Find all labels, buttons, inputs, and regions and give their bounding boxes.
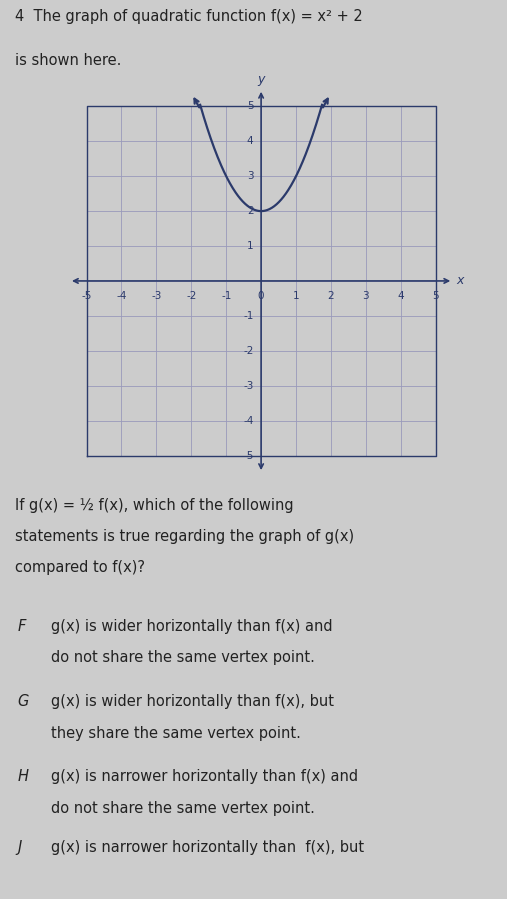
Text: -2: -2 (186, 291, 196, 301)
Text: 4  The graph of quadratic function f(x) = x² + 2: 4 The graph of quadratic function f(x) =… (15, 8, 363, 23)
Text: compared to f(x)?: compared to f(x)? (15, 560, 145, 575)
Text: 0: 0 (258, 291, 264, 301)
Text: 5: 5 (247, 102, 254, 111)
Text: F: F (18, 619, 26, 634)
Text: they share the same vertex point.: they share the same vertex point. (51, 725, 301, 741)
Text: y: y (258, 73, 265, 86)
Text: 1: 1 (293, 291, 299, 301)
Text: -3: -3 (243, 380, 254, 391)
Text: 2: 2 (328, 291, 334, 301)
Text: 4: 4 (247, 137, 254, 147)
Text: do not share the same vertex point.: do not share the same vertex point. (51, 801, 314, 815)
Text: 3: 3 (363, 291, 369, 301)
Text: 1: 1 (247, 241, 254, 251)
Text: -5: -5 (81, 291, 92, 301)
Text: g(x) is narrower horizontally than f(x) and: g(x) is narrower horizontally than f(x) … (51, 770, 358, 785)
Text: g(x) is narrower horizontally than  f(x), but: g(x) is narrower horizontally than f(x),… (51, 841, 364, 856)
Text: x: x (456, 274, 463, 288)
Text: G: G (18, 694, 29, 709)
Text: H: H (18, 770, 29, 785)
Text: J: J (18, 841, 22, 856)
Text: 5: 5 (432, 291, 439, 301)
Text: do not share the same vertex point.: do not share the same vertex point. (51, 650, 314, 665)
Text: -3: -3 (151, 291, 162, 301)
Text: -1: -1 (243, 311, 254, 321)
Text: -4: -4 (243, 415, 254, 425)
Text: statements is true regarding the graph of g(x): statements is true regarding the graph o… (15, 529, 354, 544)
Text: If g(x) = ½ f(x), which of the following: If g(x) = ½ f(x), which of the following (15, 498, 294, 512)
Text: -2: -2 (243, 346, 254, 356)
Text: g(x) is wider horizontally than f(x) and: g(x) is wider horizontally than f(x) and (51, 619, 332, 634)
Text: is shown here.: is shown here. (15, 53, 122, 68)
Text: -5: -5 (243, 450, 254, 460)
Text: g(x) is wider horizontally than f(x), but: g(x) is wider horizontally than f(x), bu… (51, 694, 334, 709)
Text: 4: 4 (397, 291, 404, 301)
Text: 3: 3 (247, 171, 254, 182)
Text: -4: -4 (116, 291, 127, 301)
Text: -1: -1 (221, 291, 231, 301)
Text: 2: 2 (247, 206, 254, 216)
